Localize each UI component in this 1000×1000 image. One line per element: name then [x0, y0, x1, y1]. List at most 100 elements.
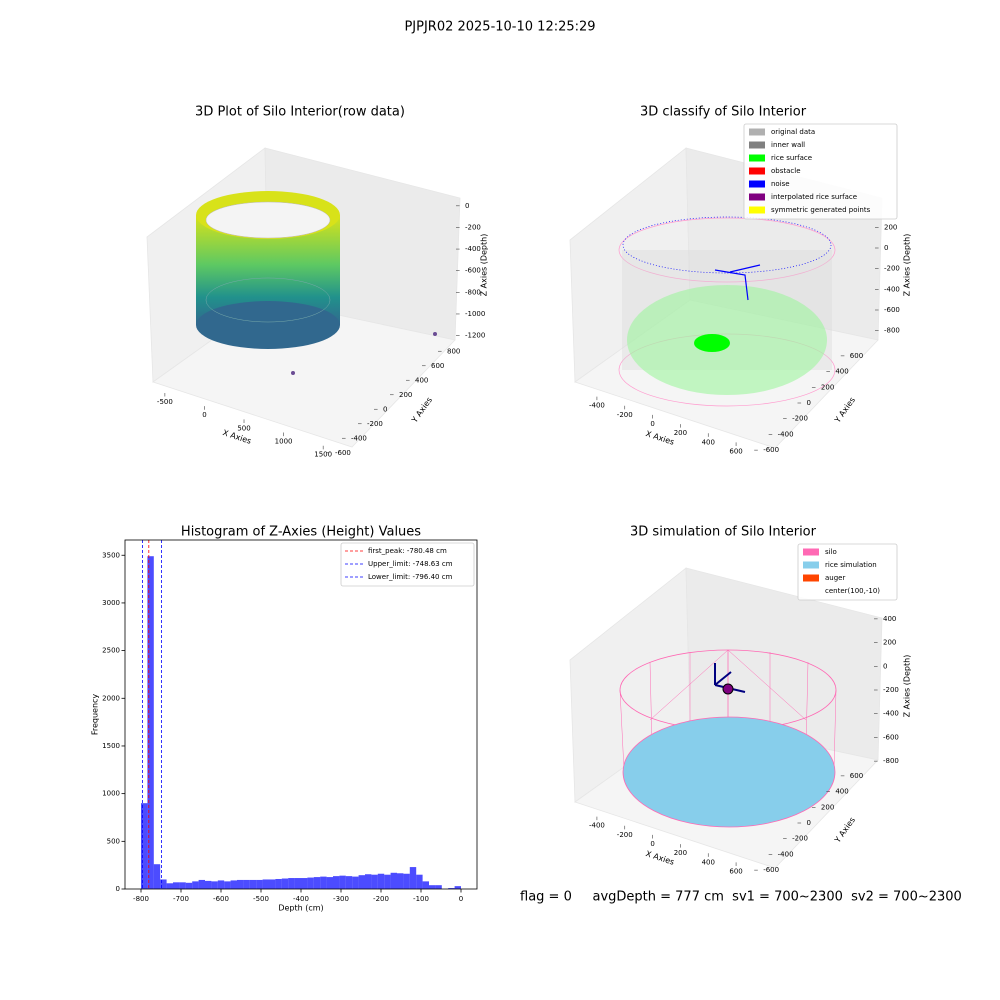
z-tick-label: -1200 [465, 332, 485, 340]
histogram-bar [448, 888, 455, 889]
histogram-bar [454, 886, 461, 889]
histogram-bar [313, 877, 321, 889]
legend-label: first_peak: -780.48 cm [368, 547, 447, 555]
z-tick-label: -600 [883, 733, 899, 741]
z-tick-label: 200 [884, 223, 897, 231]
z-tick-label: -800 [883, 757, 899, 765]
y-tick-label: 500 [107, 837, 120, 845]
histogram-bar [390, 872, 397, 889]
histogram-bar [326, 877, 333, 889]
x-tick-label: -400 [589, 402, 605, 410]
y-tick-label: 1500 [102, 742, 120, 750]
histogram-bar [345, 876, 353, 889]
histogram-bar [192, 881, 199, 889]
y-axis-label: Y Axies [832, 816, 857, 846]
legend-swatch [749, 193, 765, 201]
x-tick-label: -200 [617, 411, 633, 419]
suptitle: PJPJR02 2025-10-10 12:25:29 [404, 20, 595, 35]
histogram-bar [153, 864, 161, 889]
z-axis-label: Z Axies (Depth) [903, 655, 912, 718]
histogram-bar [301, 878, 308, 889]
z-tick-label: -600 [884, 306, 900, 314]
x-axis-label: X Axies [645, 849, 676, 867]
z-tick-label: -400 [465, 245, 481, 253]
histogram-bar [358, 875, 365, 889]
z-tick-label: -200 [465, 223, 481, 231]
x-tick-label: -400 [589, 822, 605, 830]
histogram-bar [230, 880, 237, 889]
y-tick-label: -200 [792, 415, 808, 423]
legend-swatch [803, 548, 819, 556]
y-tick-label: -400 [351, 434, 367, 442]
histogram-bar [211, 881, 218, 889]
histogram-bar [205, 880, 212, 889]
histogram-bar [339, 875, 346, 889]
y-tick-label: -200 [792, 835, 808, 843]
x-tick-label: 200 [674, 429, 687, 437]
histogram-bar [429, 885, 436, 889]
legend-swatch [749, 128, 765, 136]
histogram-bar [365, 874, 372, 889]
legend-label: symmetric generated points [771, 206, 871, 214]
footer-text: flag = 0 avgDepth = 777 cm sv1 = 700~230… [520, 890, 962, 905]
histogram-bar [377, 873, 385, 889]
histogram-bar [262, 879, 269, 889]
plot-frame [124, 539, 478, 890]
legend-box [797, 543, 898, 601]
histogram-bar [243, 879, 250, 889]
z-axis-label: Z Axies (Depth) [480, 234, 489, 297]
y-tick-label: -200 [367, 420, 383, 428]
x-tick-label: 400 [702, 438, 715, 446]
silo-simulation [619, 649, 837, 828]
histogram-bar [185, 882, 193, 889]
y-tick-label: -600 [763, 866, 779, 874]
legend-label: Lower_limit: -796.40 cm [368, 573, 453, 581]
y-tick-label: 0 [807, 819, 811, 827]
y-axis-label: Y Axies [409, 396, 434, 426]
z-tick-label: 0 [884, 244, 888, 252]
histogram-bar [422, 881, 429, 889]
y-tick-label: 200 [821, 803, 834, 811]
y-tick-label: 800 [447, 347, 460, 355]
histogram-bar [403, 873, 410, 889]
legend-swatch [803, 561, 819, 569]
legend-label: silo [825, 548, 837, 556]
y-tick-label: 600 [850, 352, 863, 360]
z-tick-label: -400 [884, 285, 900, 293]
legend-label: interpolated rice surface [771, 193, 857, 201]
y-tick-label: -400 [778, 430, 794, 438]
legend-swatch [749, 180, 765, 188]
x-tick-label: -500 [157, 398, 173, 406]
histogram-bar [320, 876, 327, 889]
z-tick-label: 0 [465, 202, 469, 210]
histogram-bar [288, 878, 295, 889]
histogram-bar [409, 867, 417, 889]
y-tick-label: -600 [335, 449, 351, 457]
histogram-bar [269, 879, 276, 889]
histogram-bar [384, 874, 391, 889]
classified-points [618, 216, 836, 407]
x-tick-label: 500 [237, 424, 250, 432]
y-tick-label: 1000 [102, 790, 120, 798]
legend-label: original data [771, 128, 815, 136]
y-tick-label: 600 [431, 362, 444, 370]
legend-swatch [803, 574, 819, 582]
y-tick-label: 0 [116, 885, 120, 893]
z-tick-label: -400 [883, 710, 899, 718]
x-tick-label: 200 [674, 849, 687, 857]
legend-swatch [749, 167, 765, 175]
legend-box [743, 123, 898, 220]
x-tick-label: 600 [729, 867, 742, 875]
legend-label: inner wall [771, 141, 805, 149]
histogram-bar [281, 878, 289, 889]
histogram-bar [275, 878, 282, 889]
histogram-bar [217, 880, 225, 889]
y-tick-label: 200 [821, 383, 834, 391]
y-tick-label: 2000 [102, 694, 120, 702]
histogram-bar [224, 881, 231, 889]
x-axis-label: Depth (cm) [278, 904, 323, 913]
z-tick-label: -800 [465, 288, 481, 296]
y-axis-label: Y Axies [832, 396, 857, 426]
chart-title: 3D simulation of Silo Interior [630, 525, 817, 540]
x-tick-label: 0 [202, 411, 206, 419]
